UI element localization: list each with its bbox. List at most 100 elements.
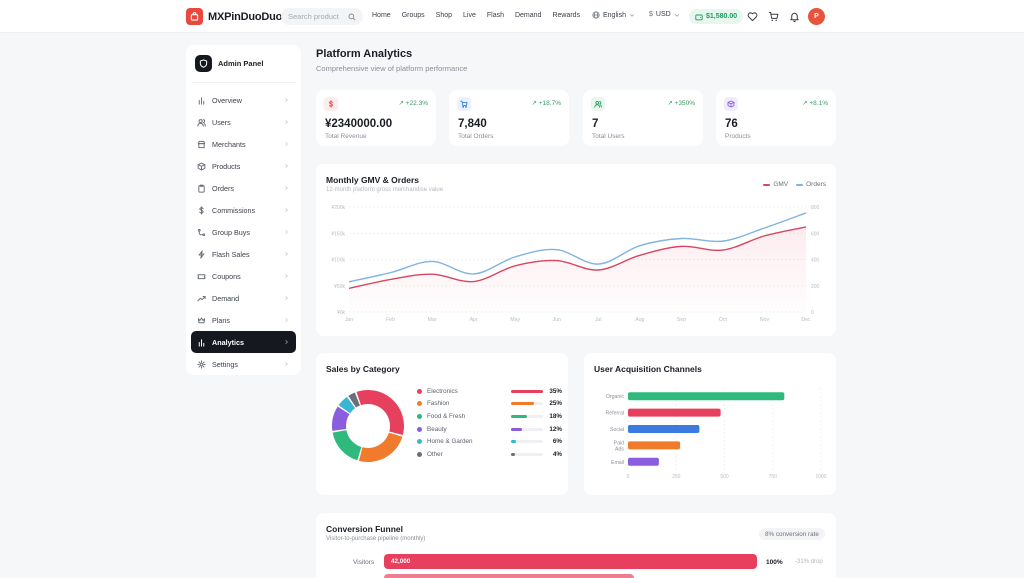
category-row[interactable]: Other 4%: [417, 450, 562, 460]
language-selector[interactable]: English: [592, 11, 635, 19]
page-subtitle: Comprehensive view of platform performan…: [316, 64, 468, 73]
donut-slice-beauty: [332, 406, 350, 431]
shopping-bag-icon: [186, 8, 203, 25]
chevron-right-icon: [284, 272, 289, 281]
gmv-chart-legend: GMV Orders: [763, 181, 826, 188]
x-tick-label: 500: [720, 474, 729, 480]
wallet-balance[interactable]: $1,580.00: [689, 9, 744, 24]
category-row[interactable]: Beauty 12%: [417, 424, 562, 434]
sidebar-item-overview[interactable]: Overview: [191, 89, 296, 111]
sidebar-item-products[interactable]: Products: [191, 155, 296, 177]
currency-selector[interactable]: $ USD: [649, 11, 680, 18]
gmv-area: [349, 226, 806, 312]
donut-slice-home-garden: [338, 396, 356, 414]
analytics-icon: [197, 338, 206, 347]
sidebar-item-users[interactable]: Users: [191, 111, 296, 133]
x-tick-label: 0: [627, 474, 630, 480]
brand[interactable]: MXPinDuoDuo: [186, 8, 282, 25]
channel-bar-email: [628, 457, 659, 466]
sidebar-item-coupons[interactable]: Coupons: [191, 265, 296, 287]
sidebar-item-group-buys[interactable]: Group Buys: [191, 221, 296, 243]
legend-dot: [417, 388, 422, 394]
sidebar-item-demand[interactable]: Demand: [191, 287, 296, 309]
legend-dot: [417, 439, 422, 445]
category-bar-track: [511, 389, 543, 393]
funnel-row-label: Visitors: [353, 559, 375, 566]
bell-icon[interactable]: [788, 10, 800, 22]
channel-bar-organic: [628, 392, 785, 401]
sidebar-item-label: Group Buys: [212, 227, 250, 237]
category-row[interactable]: Electronics 35%: [417, 386, 562, 396]
stat-card-total-users: ↗ +350% 7 Total Users: [583, 90, 703, 146]
dollar-icon: [197, 205, 206, 215]
sidebar-item-commissions[interactable]: Commissions: [191, 199, 296, 221]
sidebar-item-settings[interactable]: Settings: [191, 353, 296, 375]
sidebar-item-orders[interactable]: Orders: [191, 177, 296, 199]
chevron-right-icon: [284, 162, 289, 171]
stat-card-products: ↗ +8.1% 76 Products: [716, 90, 836, 146]
category-row[interactable]: Food & Fresh 18%: [417, 411, 562, 421]
category-row[interactable]: Home & Garden 6%: [417, 437, 562, 447]
nav-live[interactable]: Live: [463, 12, 476, 19]
chevron-down-icon: [629, 14, 635, 17]
legend-gmv[interactable]: GMV: [763, 181, 788, 188]
x-tick-label: Apr: [470, 317, 478, 323]
acquisition-title: User Acquisition Channels: [594, 364, 702, 374]
x-tick-label: Oct: [719, 317, 728, 323]
channel-label: Organic: [606, 394, 625, 400]
sidebar-title: Admin Panel: [218, 59, 264, 68]
cart-icon[interactable]: [767, 10, 779, 22]
lightning-icon: [197, 249, 206, 259]
heart-icon[interactable]: [746, 10, 758, 22]
search-icon[interactable]: [348, 12, 356, 24]
chevron-right-icon: [284, 206, 289, 215]
sidebar-item-label: Analytics: [212, 337, 244, 347]
trend-icon: [197, 294, 206, 303]
sidebar-item-analytics[interactable]: Analytics: [191, 331, 296, 353]
chevron-right-icon: [284, 118, 289, 127]
funnel-row-percent: 100%: [766, 559, 783, 566]
search-input[interactable]: [288, 12, 346, 21]
nav-flash[interactable]: Flash: [486, 12, 504, 19]
cart-icon: [457, 97, 471, 111]
x-tick-label: 250: [672, 474, 681, 480]
category-row[interactable]: Fashion 25%: [417, 399, 562, 409]
channel-bar-referral: [628, 408, 721, 417]
funnel-bar-visitors[interactable]: 42,000: [384, 554, 757, 569]
legend-dot: [417, 401, 422, 407]
top-navbar: MXPinDuoDuo Home Groups Shop Live Flash …: [0, 0, 1024, 33]
category-bar-fill: [511, 402, 534, 406]
y-right-tick-label: 400: [811, 258, 820, 264]
nav-demand[interactable]: Demand: [514, 12, 542, 19]
category-bar-fill: [511, 414, 528, 418]
stat-label: Total Orders: [458, 133, 494, 140]
funnel-bar-next[interactable]: [384, 574, 634, 578]
y-left-tick-label: ¥100k: [331, 258, 345, 264]
nav-rewards[interactable]: Rewards: [552, 12, 581, 19]
channel-label: Social: [610, 427, 624, 433]
stat-card-total-orders: ↗ +18.7% 7,840 Total Orders: [449, 90, 569, 146]
x-tick-label: Jun: [553, 317, 561, 323]
stat-value: 7: [592, 118, 599, 130]
nav-shop[interactable]: Shop: [435, 12, 453, 19]
gear-icon: [197, 359, 206, 369]
nav-home[interactable]: Home: [372, 12, 391, 19]
x-tick-label: Dec: [801, 317, 811, 323]
category-percent: 35%: [549, 387, 562, 395]
category-bar-track: [511, 440, 543, 444]
donut-slice-electronics: [356, 390, 404, 436]
currency-label: USD: [655, 11, 671, 18]
legend-orders[interactable]: Orders: [796, 181, 826, 188]
sidebar-item-merchants[interactable]: Merchants: [191, 133, 296, 155]
sidebar-item-plans[interactable]: Plans: [191, 309, 296, 331]
box-icon: [197, 162, 206, 171]
stat-delta: ↗ +8.1%: [802, 100, 828, 107]
search-bar: [281, 8, 363, 25]
nav-groups[interactable]: Groups: [401, 12, 425, 19]
sidebar-item-label: Plans: [212, 315, 230, 325]
box-icon: [724, 97, 738, 111]
legend-dot: [417, 426, 422, 432]
avatar[interactable]: P: [808, 8, 825, 25]
y-left-tick-label: ¥150k: [331, 231, 345, 237]
sidebar-item-flash-sales[interactable]: Flash Sales: [191, 243, 296, 265]
